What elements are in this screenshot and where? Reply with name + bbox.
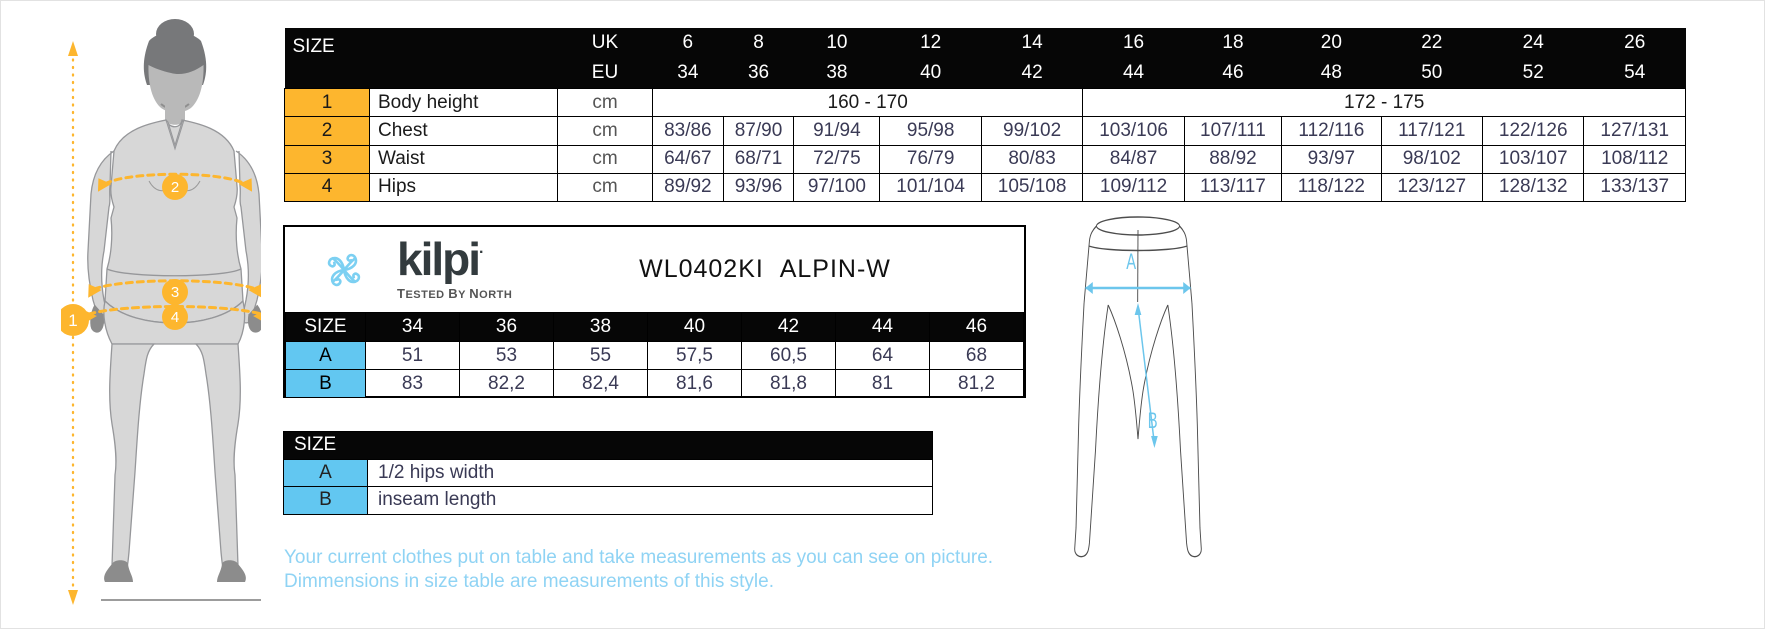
svg-text:3: 3 <box>171 284 179 301</box>
svg-text:1: 1 <box>68 311 77 330</box>
svg-text:4: 4 <box>171 309 179 326</box>
svg-text:B: B <box>1148 408 1158 433</box>
svg-text:A: A <box>1126 249 1136 274</box>
svg-text:2: 2 <box>171 179 179 196</box>
svg-text:kilpi.: kilpi. <box>397 238 483 284</box>
